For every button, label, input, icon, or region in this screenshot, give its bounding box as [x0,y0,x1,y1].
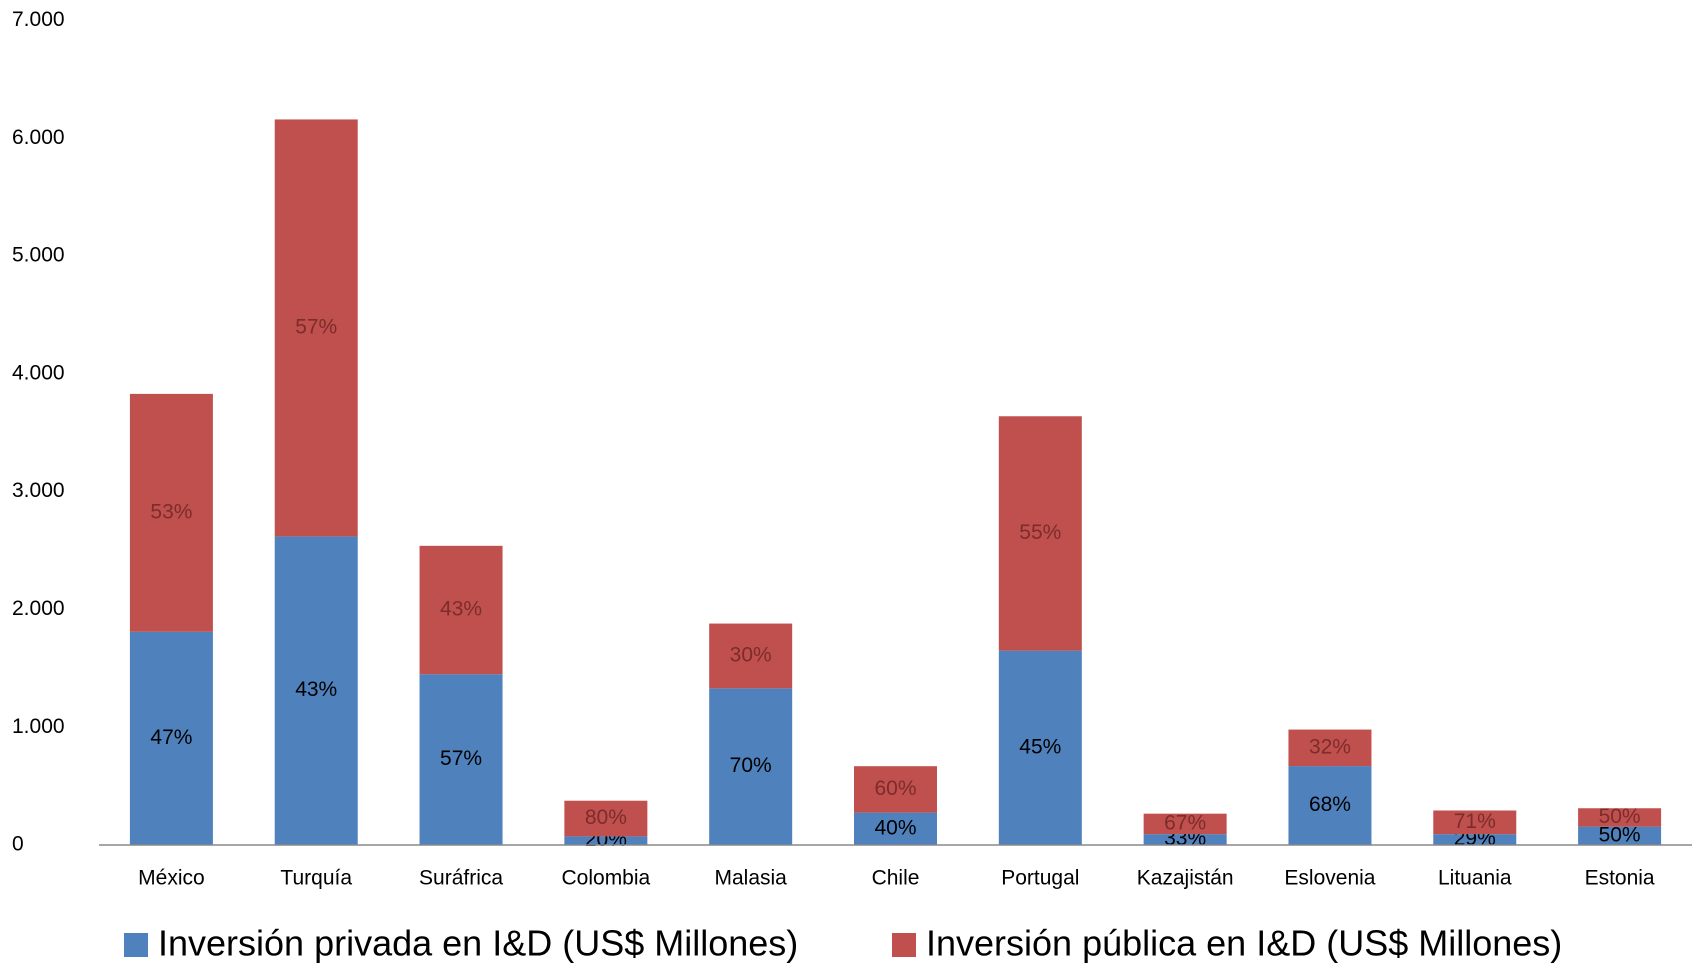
x-tick-label: Turquía [280,867,352,890]
data-label: 68% [1309,793,1351,816]
bar-segment [1288,729,1372,767]
bar-segment [274,536,358,845]
data-label: 47% [150,726,192,749]
legend-swatch [124,933,148,957]
bar-segment [419,545,503,675]
bar-segment [1578,826,1662,845]
bar-segment [129,393,213,632]
bar-segment [998,416,1082,651]
data-label: 50% [1599,823,1641,846]
data-label: 50% [1599,805,1641,828]
bar-segment [129,631,213,845]
x-tick-label: Colombia [562,867,651,890]
data-label: 57% [440,747,482,770]
y-tick-label: 3.000 [12,479,65,502]
y-tick-label: 0 [12,833,24,856]
data-label: 55% [1019,521,1061,544]
y-tick-label: 2.000 [12,597,65,620]
data-label: 71% [1454,810,1496,833]
data-label: 43% [440,598,482,621]
legend-label: Inversión pública en I&D (US$ Millones) [926,923,1562,964]
data-label: 30% [730,644,772,667]
bar-segment [709,688,793,845]
bar-segment [709,623,793,689]
y-tick-label: 1.000 [12,715,65,738]
data-label: 70% [730,754,772,777]
x-tick-label: Estonia [1585,867,1655,890]
data-label: 80% [585,806,627,829]
data-label: 40% [874,816,916,839]
bar-segment [564,800,648,837]
bar-segment [854,812,937,845]
bar-segment [1578,808,1662,827]
y-tick-label: 4.000 [12,361,65,384]
x-tick-label: Chile [872,867,920,890]
bar-segment [419,674,503,845]
data-label: 67% [1164,811,1206,834]
data-label: 60% [874,777,916,800]
bar-segment [274,119,358,537]
bar-segment [564,836,648,845]
bar-segment [854,766,937,813]
x-tick-label: Eslovenia [1284,867,1375,890]
data-label: 32% [1309,735,1351,758]
legend-swatch [892,933,916,957]
x-tick-label: Lituania [1438,867,1512,890]
data-label: 57% [295,315,337,338]
x-tick-label: Kazajistán [1137,867,1234,890]
x-tick-label: Suráfrica [419,867,503,890]
bar-segment [1433,810,1517,835]
y-tick-label: 7.000 [12,8,65,31]
y-tick-label: 6.000 [12,126,65,149]
bar-segment [1143,813,1227,835]
x-tick-label: Malasia [714,867,787,890]
data-label: 43% [295,678,337,701]
legend-label: Inversión privada en I&D (US$ Millones) [158,923,798,964]
x-tick-label: México [138,867,205,890]
y-tick-label: 5.000 [12,244,65,267]
x-tick-label: Portugal [1001,867,1079,890]
data-label: 45% [1019,735,1061,758]
bar-segment [1433,834,1517,845]
data-label: 53% [150,500,192,523]
bar-segment [1143,834,1227,845]
bar-segment [998,650,1082,845]
bar-segment [1288,766,1372,845]
